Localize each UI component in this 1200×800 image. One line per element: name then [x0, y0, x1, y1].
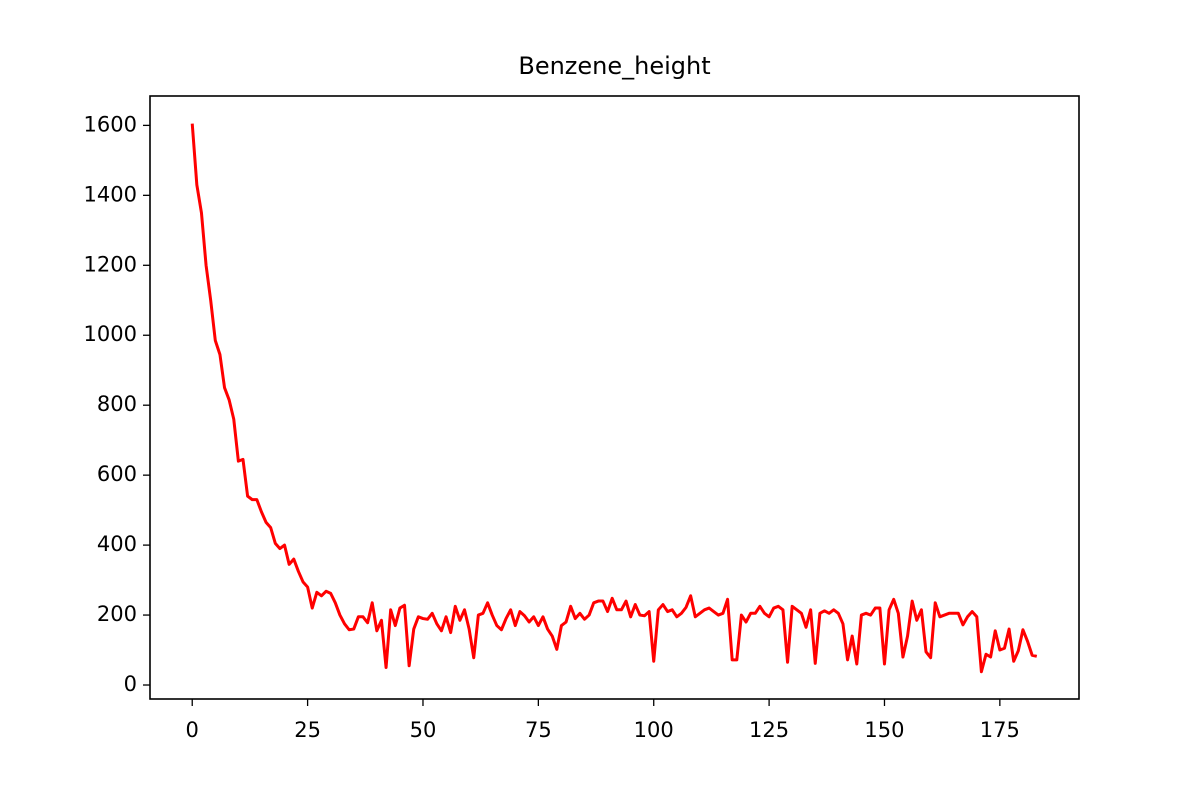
- x-tick-label: 125: [749, 718, 789, 742]
- y-tick-label: 800: [97, 392, 137, 416]
- x-tick-label: 50: [410, 718, 437, 742]
- x-tick-label: 75: [525, 718, 552, 742]
- data-line: [190, 123, 1038, 674]
- x-tick-label: 0: [186, 718, 199, 742]
- plot-frame: [149, 95, 1080, 700]
- x-tick-label: 25: [294, 718, 321, 742]
- y-tick-label: 200: [97, 602, 137, 626]
- chart-title: Benzene_height: [518, 52, 710, 80]
- y-tick-label: 1200: [84, 252, 137, 276]
- x-tick-label: 175: [980, 718, 1020, 742]
- x-tick-label: 100: [634, 718, 674, 742]
- y-tick-label: 0: [124, 672, 137, 696]
- y-tick-label: 400: [97, 532, 137, 556]
- y-tick-label: 600: [97, 462, 137, 486]
- x-tick-label: 150: [864, 718, 904, 742]
- y-tick-label: 1400: [84, 182, 137, 206]
- y-tick-label: 1600: [84, 112, 137, 136]
- y-tick-label: 1000: [84, 322, 137, 346]
